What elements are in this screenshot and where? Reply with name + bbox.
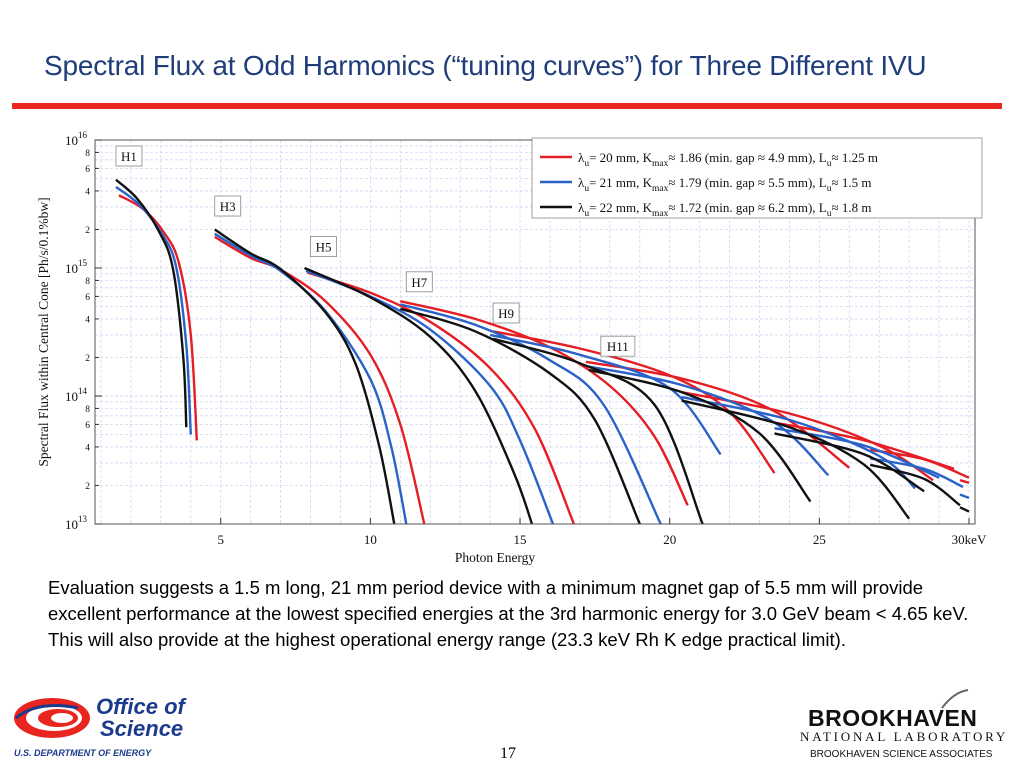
y-tick-label: 1015	[65, 258, 88, 276]
series-black-h1-line	[115, 178, 188, 428]
series-blue-h19-line	[959, 493, 970, 500]
chart-axes: 5 10 15 20 25 30keV10131014101510162468246824…	[36, 130, 987, 565]
y-axis-label: Spectral Flux within Central Cone [Ph/s/…	[36, 197, 51, 466]
series-black-h17-line	[869, 463, 961, 507]
harmonic-label-box	[214, 195, 242, 217]
page-number: 17	[500, 745, 516, 762]
y-minor-tick-label: 6	[85, 165, 90, 175]
y-minor-tick-label: 8	[85, 149, 90, 159]
series-blue-h11-line	[588, 365, 830, 477]
bnl-logo-lab: NATIONAL LABORATORY	[800, 729, 1009, 744]
series-blue-h17-line	[869, 457, 964, 488]
legend-box	[531, 137, 983, 219]
y-minor-tick-label: 6	[85, 293, 90, 303]
legend-entry-blue: λu= 21 mm, Kmax≈ 1.79 (min. gap ≈ 5.5 mm…	[578, 175, 871, 194]
series-red-h5-line	[307, 271, 576, 525]
doe-department-text: U.S. DEPARTMENT OF ENERGY	[14, 748, 152, 758]
y-minor-tick-label: 4	[85, 443, 90, 453]
series-black-h7-line	[399, 307, 641, 525]
y-minor-tick-label: 4	[85, 315, 90, 325]
bnl-associates-text: BROOKHAVEN SCIENCE ASSOCIATES	[810, 749, 993, 760]
doe-logo-icon	[14, 698, 90, 738]
x-tick-label: 10	[364, 532, 377, 547]
title-underline	[12, 103, 1002, 109]
series-blue-h7-line	[399, 303, 662, 525]
chart-legend: λu= 20 mm, Kmax≈ 1.86 (min. gap ≈ 4.9 mm…	[531, 137, 983, 219]
series-blue-h15-line	[774, 427, 940, 479]
y-minor-tick-label: 6	[85, 421, 90, 431]
x-tick-label: 15	[514, 532, 527, 547]
harmonic-label-box	[492, 302, 520, 324]
slide-title: Spectral Flux at Odd Harmonics (“tuning …	[44, 50, 927, 81]
legend-entry-red: λu= 20 mm, Kmax≈ 1.86 (min. gap ≈ 4.9 mm…	[578, 150, 878, 169]
series-red-h19-line	[959, 479, 970, 484]
y-tick-label: 1013	[65, 514, 88, 532]
harmonic-label-h11: H11	[607, 339, 629, 354]
harmonic-label-h5: H5	[316, 240, 332, 255]
bnl-swoosh-icon	[941, 689, 969, 709]
x-tick-label: 20	[663, 532, 676, 547]
slide-caption: Evaluation suggests a 1.5 m long, 21 mm …	[48, 577, 969, 650]
harmonic-label-box	[115, 145, 143, 167]
y-minor-tick-label: 8	[85, 277, 90, 287]
y-minor-tick-label: 2	[85, 354, 90, 364]
series-blue-h1-line	[115, 185, 192, 435]
legend-entry-black: λu= 22 mm, Kmax≈ 1.72 (min. gap ≈ 6.2 mm…	[578, 200, 871, 219]
doe-science-text: Science	[100, 716, 184, 741]
series-black-h13-line	[681, 399, 911, 520]
harmonic-label-h7: H7	[411, 275, 427, 290]
series-blue-h9-line	[489, 333, 722, 456]
chart-series	[115, 178, 970, 525]
bnl-logo-name: BROOKHAVEN	[808, 705, 978, 731]
harmonic-label-h3: H3	[220, 199, 236, 214]
x-tick-label: 30keV	[952, 532, 987, 547]
harmonic-label-h1: H1	[121, 149, 137, 164]
x-axis-label: Photon Energy	[455, 550, 536, 565]
harmonic-label-box	[310, 236, 337, 257]
y-tick-label: 1014	[65, 386, 88, 404]
x-tick-label: 25	[813, 532, 826, 547]
series-red-h3-line	[214, 235, 426, 525]
series-black-h15-line	[774, 432, 925, 493]
series-black-h19-line	[959, 506, 970, 513]
y-minor-tick-label: 2	[85, 482, 90, 492]
harmonic-labels: H1 H3 H5 H7 H9 H11	[115, 145, 636, 357]
harmonic-label-h9: H9	[498, 306, 514, 321]
y-minor-tick-label: 8	[85, 405, 90, 415]
series-black-h3-line	[214, 228, 396, 525]
harmonic-label-box	[600, 335, 636, 357]
y-tick-label: 1016	[65, 130, 88, 148]
y-minor-tick-label: 2	[85, 226, 90, 236]
series-black-h5-line	[304, 266, 534, 525]
y-minor-tick-label: 4	[85, 187, 90, 197]
x-tick-label: 5	[217, 532, 224, 547]
series-black-h9-line	[492, 337, 704, 525]
harmonic-label-box	[405, 271, 433, 293]
doe-office-text: Office of	[96, 694, 185, 719]
